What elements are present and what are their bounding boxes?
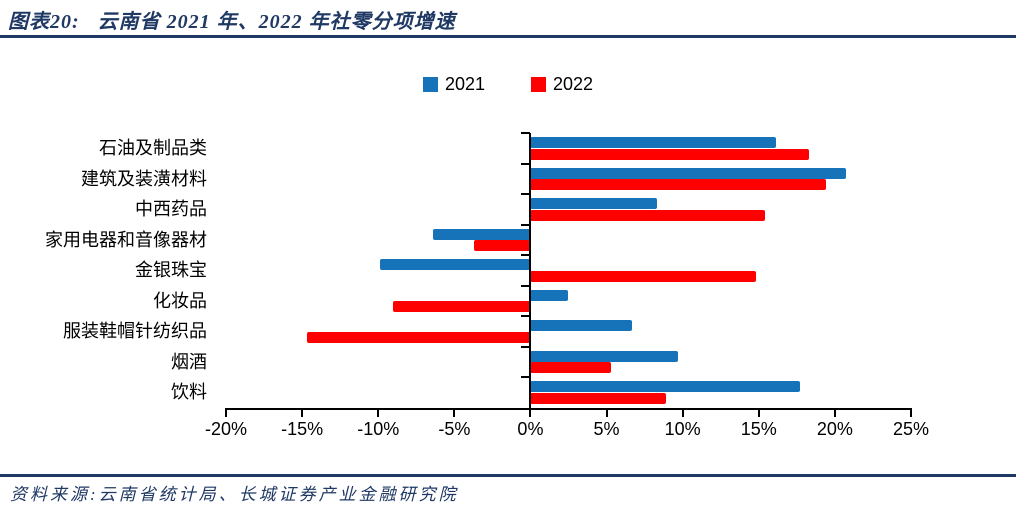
- category-label: 化妆品: [153, 290, 207, 311]
- category-label: 服装鞋帽针纺织品: [63, 321, 207, 342]
- category-label: 石油及制品类: [99, 138, 207, 158]
- category-axis: 石油及制品类建筑及装潢材料中西药品家用电器和音像器材金银珠宝化妆品服装鞋帽针纺织…: [0, 133, 207, 408]
- source-note: 资料来源:云南省统计局、长城证券产业金融研究院: [10, 485, 459, 504]
- y-axis-tick: [521, 223, 531, 226]
- chart-legend: 2021 2022: [0, 74, 1016, 95]
- x-axis-tick: [225, 408, 227, 417]
- bar-2021: [530, 381, 800, 393]
- bar-2021: [530, 137, 776, 148]
- category-label: 中西药品: [135, 199, 207, 220]
- category-label: 金银珠宝: [135, 260, 207, 281]
- x-tick-label: 5%: [593, 419, 620, 439]
- bar-2021: [379, 259, 531, 271]
- bar-2022: [530, 392, 666, 404]
- legend-item-2021: 2021: [422, 74, 485, 95]
- legend-label-2022: 2022: [553, 74, 594, 94]
- bar-2021: [530, 167, 846, 179]
- figure-header: 图表20: 云南省 2021 年、2022 年社零分项增速: [8, 5, 456, 34]
- x-axis: [226, 408, 911, 410]
- category-label: 饮料: [171, 382, 207, 403]
- legend-item-2022: 2022: [531, 74, 593, 95]
- bar-2022: [530, 362, 612, 374]
- bar-2022: [530, 270, 756, 282]
- bar-2021: [530, 198, 657, 210]
- legend-swatch-2021: [422, 77, 438, 92]
- category-label: 家用电器和音像器材: [45, 229, 207, 250]
- bar-2022: [474, 240, 531, 252]
- y-axis-tick: [521, 345, 531, 348]
- x-tick-label: 25%: [892, 419, 930, 439]
- bar-2022: [530, 209, 765, 221]
- bar-2022: [306, 331, 531, 343]
- y-axis-tick: [521, 132, 531, 134]
- y-axis-tick: [521, 315, 531, 318]
- header-divider: [0, 35, 1016, 38]
- x-tick-label: -15%: [281, 419, 324, 439]
- x-axis-tick: [757, 408, 760, 417]
- x-axis-tick: [529, 408, 532, 417]
- x-axis-tick: [453, 408, 456, 417]
- x-tick-label: -10%: [357, 419, 400, 439]
- y-axis-tick: [521, 284, 531, 287]
- bar-2021: [530, 350, 679, 362]
- plot-area: -20% -15% -10% -5% 0% 5% 10% 15% 20% 25%: [205, 132, 929, 439]
- y-axis-tick: [521, 376, 531, 379]
- category-label: 建筑及装潢材料: [81, 168, 207, 189]
- x-axis-tick: [681, 408, 684, 417]
- x-tick-label: 15%: [740, 419, 777, 439]
- bar-2021: [433, 228, 531, 240]
- bar-2021: [530, 289, 569, 301]
- x-axis-tick: [910, 408, 912, 417]
- x-axis-tick: [377, 408, 380, 417]
- y-axis-tick: [521, 193, 531, 196]
- bar-2022: [530, 148, 809, 160]
- figure-title: 云南省 2021 年、2022 年社零分项增速: [97, 11, 456, 33]
- x-axis-tick: [301, 408, 304, 417]
- x-tick-label: -5%: [438, 419, 471, 439]
- x-tick-label: 10%: [664, 419, 701, 439]
- x-tick-label: -20%: [204, 419, 248, 439]
- x-axis-tick: [833, 408, 836, 417]
- footer-divider: [0, 474, 1016, 477]
- x-tick-label: 20%: [816, 419, 853, 439]
- bar-2022: [393, 301, 531, 313]
- category-label: 烟酒: [171, 351, 207, 372]
- x-tick-label: 0%: [517, 419, 544, 439]
- y-axis-tick: [521, 162, 531, 165]
- legend-swatch-2022: [531, 77, 546, 92]
- y-axis: [529, 133, 532, 408]
- legend-label-2021: 2021: [444, 74, 485, 94]
- y-axis-tick: [521, 254, 531, 257]
- bar-2021: [530, 320, 633, 332]
- x-axis-tick: [605, 408, 608, 417]
- bar-2022: [530, 179, 826, 191]
- figure-label: 图表20:: [8, 11, 80, 33]
